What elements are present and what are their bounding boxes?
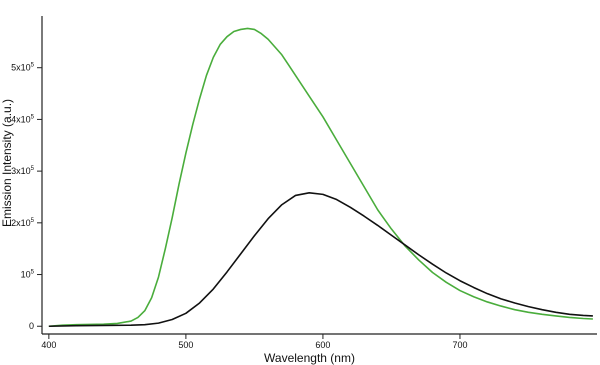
- series-line-1: [49, 28, 593, 326]
- y-tick-label: 5x105: [11, 63, 35, 73]
- series-line-2: [49, 193, 593, 326]
- y-axis-title: Emission Intensity (a.u.): [0, 99, 14, 227]
- y-tick-label: 4x105: [11, 114, 35, 124]
- y-tick-label: 105: [21, 270, 35, 280]
- y-tick-label: 2x105: [11, 218, 35, 228]
- series-group: [49, 28, 593, 326]
- x-tick-label: 600: [315, 340, 330, 350]
- y-tick-label: 3x105: [11, 166, 35, 176]
- y-ticks: 0 105 2x105 3x105 4x105 5x105: [11, 63, 42, 332]
- x-tick-label: 700: [452, 340, 467, 350]
- axes-group: [42, 16, 597, 334]
- x-tick-label: 400: [41, 340, 56, 350]
- x-tick-label: 500: [178, 340, 193, 350]
- x-ticks: 400 500 600 700: [41, 334, 467, 350]
- x-axis-title: Wavelength (nm): [264, 351, 355, 365]
- y-tick-label: 0: [29, 321, 34, 331]
